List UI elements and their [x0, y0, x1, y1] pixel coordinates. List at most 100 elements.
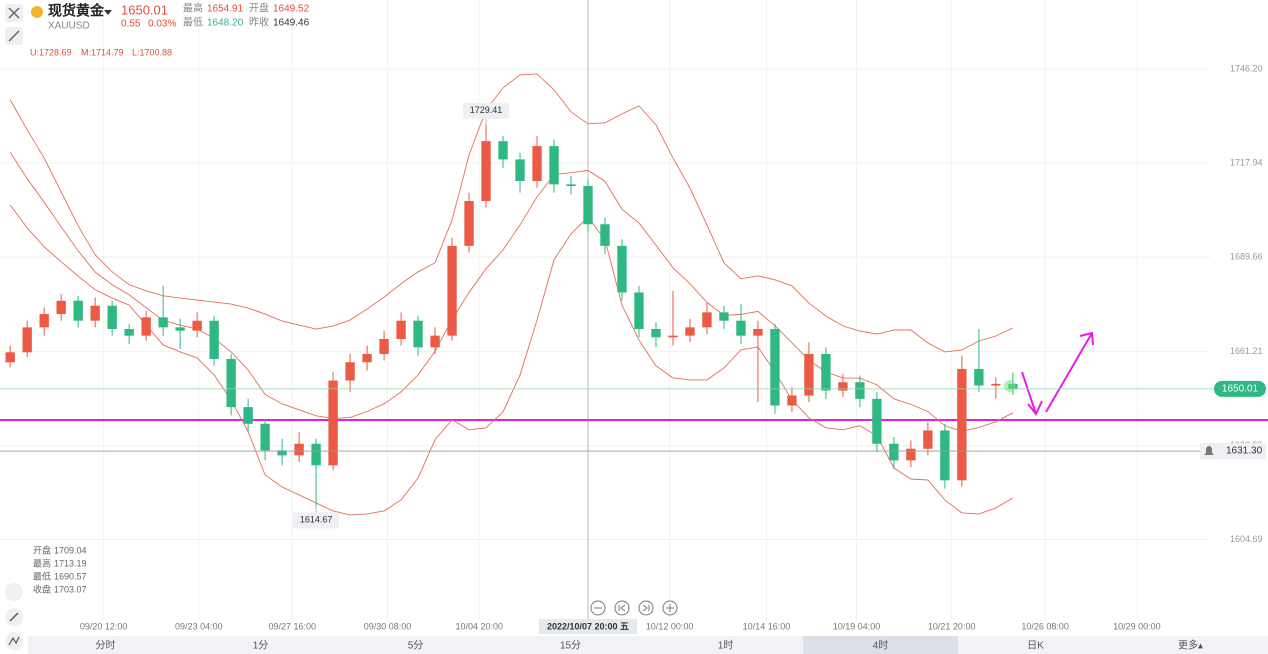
- candle-body: [702, 312, 712, 328]
- hover-label: 最低: [33, 570, 51, 581]
- hover-label: 收盘: [33, 583, 51, 594]
- candle-body: [498, 141, 508, 160]
- candle-body: [243, 407, 253, 424]
- band-upper: [9, 73, 1014, 353]
- band-lower: [9, 204, 1014, 516]
- hover-label: 最高: [33, 557, 51, 568]
- candle-body: [651, 329, 661, 338]
- zoom-out-button[interactable]: [590, 600, 606, 616]
- y-tick-label: 1689.66: [1230, 251, 1263, 261]
- forward-button[interactable]: [638, 600, 654, 616]
- symbol: XAUUSD: [48, 21, 90, 32]
- candle-body: [991, 383, 1001, 386]
- y-tick-label: 1604.69: [1230, 534, 1263, 544]
- stat-label: 昨收: [249, 16, 269, 29]
- crosshair-box: [539, 619, 638, 634]
- candle-body: [192, 320, 202, 331]
- candle-body: [56, 300, 66, 315]
- hover-value: 1709.04: [54, 545, 87, 555]
- x-tick-label: 09/20 12:00: [80, 621, 128, 631]
- candle-body: [957, 368, 967, 481]
- zoom-in-button[interactable]: [662, 600, 678, 616]
- x-tick-label: 10/29 00:00: [1113, 621, 1161, 631]
- forward-icon: [642, 604, 650, 612]
- candle-body: [634, 292, 644, 330]
- hover-value: 1713.19: [54, 558, 87, 568]
- close-icon: [8, 7, 20, 19]
- candle-body: [39, 314, 49, 328]
- extreme-box: [463, 102, 510, 119]
- candle-body: [158, 317, 168, 328]
- candle-body: [566, 184, 576, 187]
- candle-body: [379, 338, 389, 354]
- last-price-tag: [1214, 380, 1266, 397]
- tab[interactable]: 更多▴: [1178, 639, 1203, 652]
- chart-type-tool[interactable]: [5, 632, 23, 650]
- price: 1650.01: [121, 2, 168, 17]
- tab[interactable]: 分时: [96, 640, 116, 652]
- stat-value: 1649.46: [273, 18, 310, 29]
- x-tick-label: 10/19 04:00: [833, 621, 881, 631]
- drawn-arrow-head: [1027, 400, 1043, 416]
- nav: [590, 600, 678, 616]
- candle-body: [345, 362, 355, 381]
- alert-bell: [1204, 446, 1214, 456]
- x-tick-label: 10/21 20:00: [928, 621, 976, 631]
- candle-body: [974, 368, 984, 386]
- candle-body: [532, 146, 542, 182]
- candle-body: [209, 320, 219, 359]
- candle-body: [124, 329, 134, 336]
- tab-selected: [803, 636, 958, 654]
- candle-body: [855, 382, 865, 399]
- candle-body: [617, 245, 627, 293]
- change: 0.55: [121, 19, 141, 30]
- candle-body: [804, 353, 814, 396]
- hover-label: 开盘: [33, 544, 51, 555]
- candle-body: [396, 320, 406, 339]
- back-button[interactable]: [614, 600, 630, 616]
- candle-body: [889, 443, 899, 461]
- indicator-value: M:1714.79: [81, 47, 124, 57]
- stat-label: 开盘: [249, 2, 269, 15]
- gold-icon: [31, 6, 43, 18]
- candle-body: [838, 382, 848, 391]
- back-icon: [618, 604, 626, 612]
- tabs: 分时 1分 5分 15分 1时 4时 日K 更多▴: [96, 636, 1203, 654]
- x-tick-label: 09/27 16:00: [269, 621, 317, 631]
- candle-body: [787, 395, 797, 406]
- candle-body: [906, 448, 916, 461]
- stat-value: 1649.52: [273, 4, 310, 15]
- tab[interactable]: 1时: [718, 640, 734, 652]
- tab[interactable]: 15分: [560, 640, 581, 652]
- candle-body: [685, 327, 695, 336]
- indicator-tool[interactable]: [5, 583, 23, 601]
- extreme-label: 1729.41: [470, 105, 503, 115]
- drawn-arrow[interactable]: [1045, 332, 1093, 413]
- candle-body: [549, 146, 559, 185]
- alert-tag[interactable]: [1200, 443, 1266, 460]
- candle-body: [923, 430, 933, 449]
- candle-body: [294, 443, 304, 456]
- candle-body: [22, 327, 32, 353]
- extreme-label: 1614.67: [300, 515, 333, 525]
- candle-body: [260, 423, 270, 451]
- drawn-arrow[interactable]: [1021, 371, 1037, 415]
- candle-body: [464, 200, 474, 246]
- tab[interactable]: 1分: [253, 640, 269, 652]
- dropdown-icon[interactable]: [104, 10, 112, 15]
- candle-body: [447, 245, 457, 336]
- hover-value: 1703.07: [54, 584, 87, 594]
- stats: 最高 1654.91 开盘 1649.52 最低 1648.20 昨收 1649.46: [183, 2, 310, 29]
- tab[interactable]: 5分: [408, 640, 424, 652]
- candle-body: [600, 224, 610, 246]
- tab[interactable]: 日K: [1027, 641, 1044, 652]
- stat-label: 最低: [183, 16, 203, 29]
- tab[interactable]: 4时: [873, 640, 889, 652]
- candle-body: [430, 335, 440, 348]
- alert-label: 1631.30: [1226, 446, 1263, 457]
- candle-body: [362, 353, 372, 363]
- hover-value: 1690.57: [54, 571, 87, 581]
- candle-body: [413, 320, 423, 348]
- live-glow: [1004, 380, 1016, 392]
